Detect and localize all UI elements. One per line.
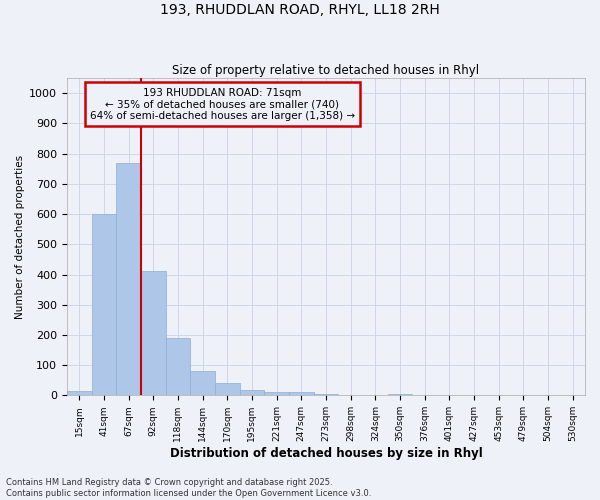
Bar — [67, 391, 92, 396]
Text: 193, RHUDDLAN ROAD, RHYL, LL18 2RH: 193, RHUDDLAN ROAD, RHYL, LL18 2RH — [160, 2, 440, 16]
Bar — [141, 272, 166, 396]
Bar — [239, 390, 264, 396]
Y-axis label: Number of detached properties: Number of detached properties — [15, 154, 25, 319]
Bar — [511, 394, 536, 396]
X-axis label: Distribution of detached houses by size in Rhyl: Distribution of detached houses by size … — [170, 447, 482, 460]
Bar — [190, 371, 215, 396]
Bar — [92, 214, 116, 396]
Text: 193 RHUDDLAN ROAD: 71sqm
← 35% of detached houses are smaller (740)
64% of semi-: 193 RHUDDLAN ROAD: 71sqm ← 35% of detach… — [90, 88, 355, 121]
Bar — [264, 392, 289, 396]
Bar — [215, 384, 239, 396]
Bar — [437, 394, 461, 396]
Text: Contains HM Land Registry data © Crown copyright and database right 2025.
Contai: Contains HM Land Registry data © Crown c… — [6, 478, 371, 498]
Title: Size of property relative to detached houses in Rhyl: Size of property relative to detached ho… — [172, 64, 479, 77]
Bar — [116, 162, 141, 396]
Bar — [289, 392, 314, 396]
Bar — [166, 338, 190, 396]
Bar — [314, 394, 338, 396]
Bar — [388, 394, 412, 396]
